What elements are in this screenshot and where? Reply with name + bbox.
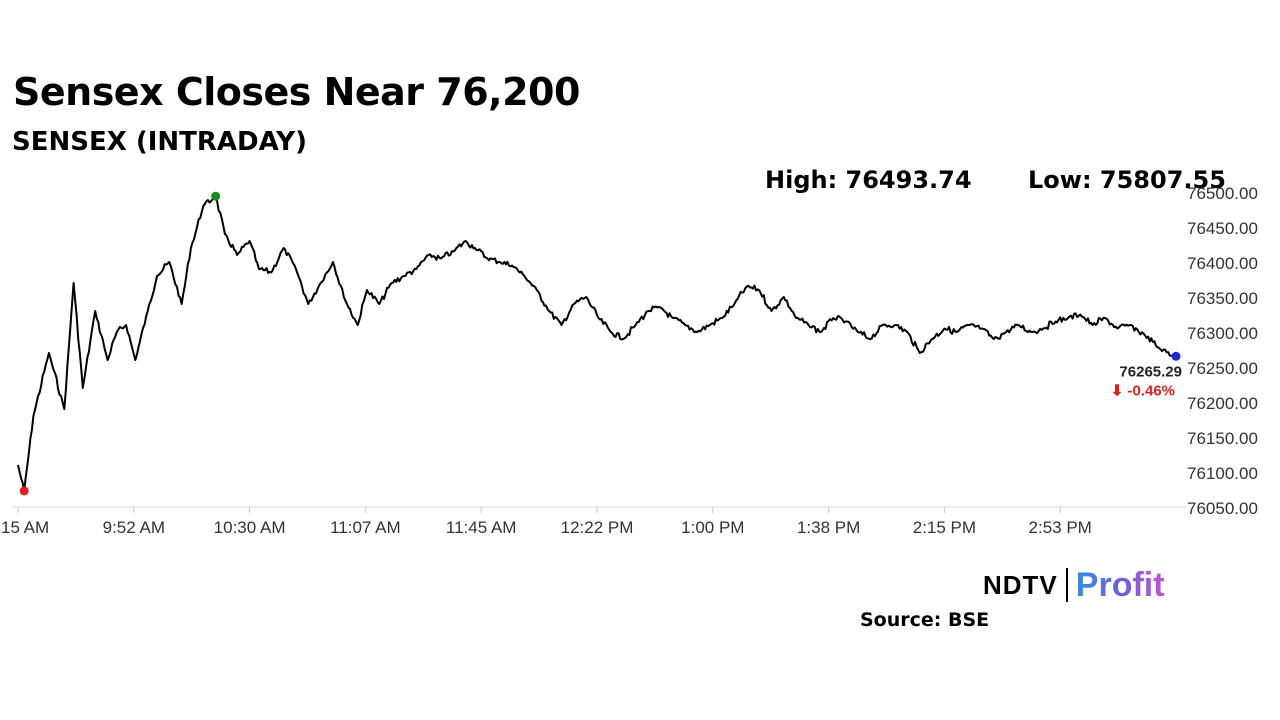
y-tick-label: 76400.00 [1187, 254, 1258, 273]
x-tick-label: 9:15 AM [0, 518, 49, 537]
high-marker [211, 191, 221, 201]
y-tick-label: 76300.00 [1187, 324, 1258, 343]
low-value: Low: 75807.55 [1028, 166, 1226, 194]
x-tick-label: 2:15 PM [913, 518, 976, 537]
y-tick-label: 76100.00 [1187, 464, 1258, 483]
x-tick-label: 10:30 AM [214, 518, 286, 537]
logo-divider [1065, 568, 1068, 602]
logo-ndtv-text: NDTV [983, 569, 1058, 600]
low-marker [19, 486, 29, 496]
y-tick-label: 76350.00 [1187, 289, 1258, 308]
chart-title: Sensex Closes Near 76,200 [13, 70, 580, 114]
x-tick-label: 12:22 PM [561, 518, 634, 537]
y-tick-label: 76250.00 [1187, 359, 1258, 378]
x-tick-label: 11:45 AM [446, 518, 517, 537]
logo-profit-text: Profit [1075, 565, 1165, 604]
change-label: ⬇ -0.46% [1111, 382, 1175, 399]
x-tick-label: 9:52 AM [103, 518, 165, 537]
high-value: High: 76493.74 [765, 166, 972, 194]
source-note: Source: BSE [860, 609, 990, 631]
chart-subtitle: SENSEX (INTRADAY) [12, 127, 307, 157]
x-tick-label: 2:53 PM [1029, 518, 1092, 537]
y-tick-label: 76200.00 [1187, 394, 1258, 413]
y-tick-label: 76150.00 [1187, 429, 1258, 448]
last-value-label: 76265.29 [1119, 363, 1182, 380]
y-tick-label: 76050.00 [1187, 499, 1258, 518]
ndtv-profit-logo: NDTV Profit [983, 566, 1165, 604]
x-tick-label: 11:07 AM [330, 518, 401, 537]
x-tick-label: 1:00 PM [681, 518, 744, 537]
sensex-price-line [17, 195, 1177, 492]
y-tick-label: 76500.00 [1187, 184, 1258, 203]
y-tick-label: 76450.00 [1187, 219, 1258, 238]
last-value-marker [1171, 351, 1181, 361]
x-tick-label: 1:38 PM [797, 518, 860, 537]
